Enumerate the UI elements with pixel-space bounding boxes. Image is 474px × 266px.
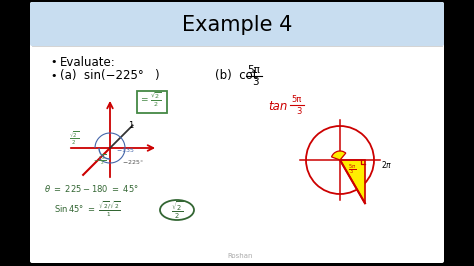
Text: Evaluate:: Evaluate: (60, 56, 116, 69)
Text: tan: tan (268, 99, 287, 113)
Ellipse shape (160, 200, 194, 220)
Text: $\mathit{-135}$: $\mathit{-135}$ (116, 146, 135, 154)
FancyBboxPatch shape (30, 2, 444, 263)
Text: $\mathit{-225°}$: $\mathit{-225°}$ (122, 158, 144, 166)
Text: Roshan: Roshan (227, 253, 253, 259)
Text: (a)  sin(−225°   ): (a) sin(−225° ) (60, 69, 160, 82)
Text: $-\frac{\sqrt{2}}{2}$: $-\frac{\sqrt{2}}{2}$ (93, 153, 107, 167)
Bar (32, 38, 442, 46)
FancyBboxPatch shape (30, 2, 444, 46)
Wedge shape (331, 151, 346, 160)
Text: $\frac{\sqrt{2}}{2}$: $\frac{\sqrt{2}}{2}$ (171, 199, 183, 221)
Text: 5π: 5π (247, 65, 260, 75)
Text: 1: 1 (128, 122, 133, 131)
Text: $\mathrm{Sin\,45°}\ =\ \frac{\sqrt{2}/\sqrt{2}}{1}$: $\mathrm{Sin\,45°}\ =\ \frac{\sqrt{2}/\s… (54, 200, 120, 220)
Polygon shape (340, 160, 365, 203)
Text: (b)  cot: (b) cot (215, 69, 257, 82)
Text: 5π: 5π (291, 95, 301, 105)
Text: Example 4: Example 4 (182, 15, 292, 35)
Text: $\frac{\sqrt{2}}{2}$: $\frac{\sqrt{2}}{2}$ (69, 129, 79, 147)
Text: •: • (50, 71, 56, 81)
Text: 3: 3 (252, 77, 259, 87)
Text: $2\pi$: $2\pi$ (381, 159, 392, 169)
Text: $\theta\ =\ 225-180\ =\ 45°$: $\theta\ =\ 225-180\ =\ 45°$ (44, 182, 139, 193)
Text: •: • (50, 57, 56, 67)
Text: $\frac{5\pi}{3}$: $\frac{5\pi}{3}$ (348, 163, 356, 177)
FancyBboxPatch shape (137, 91, 167, 113)
Text: 3: 3 (296, 106, 301, 115)
Circle shape (306, 126, 374, 194)
Text: $=\frac{\sqrt{2}}{2}$: $=\frac{\sqrt{2}}{2}$ (139, 91, 162, 109)
